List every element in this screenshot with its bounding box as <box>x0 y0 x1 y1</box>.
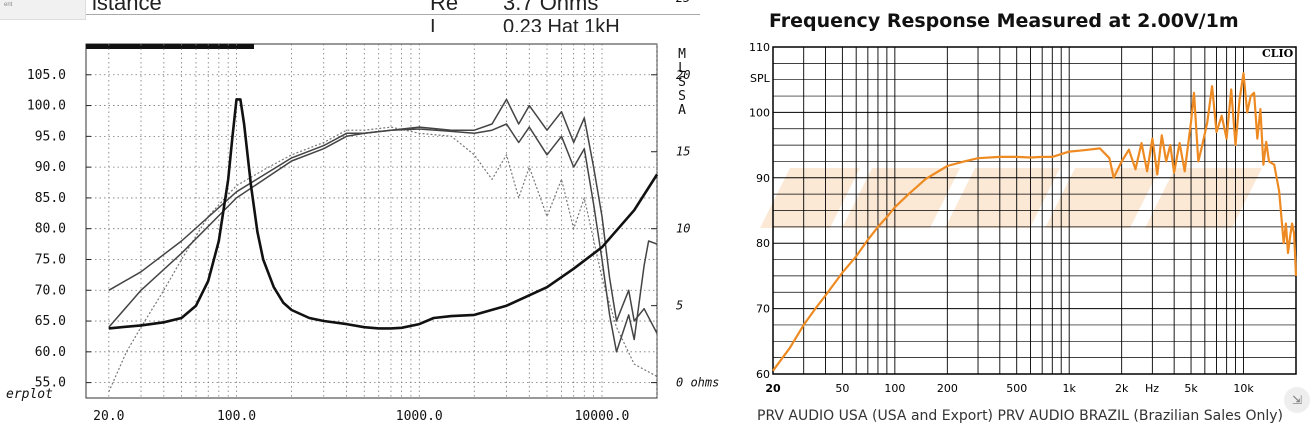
right-axis-label-letter: S <box>678 89 686 104</box>
right-tick-label: 15 <box>676 145 690 159</box>
right-tick-label: 20 <box>676 68 690 82</box>
right-tick-label: 25 <box>676 0 690 5</box>
series-line-dotted <box>108 126 658 393</box>
right-chart-y-ticks: 60 70 80 90 100 110 <box>749 41 770 381</box>
right-tick-label: 5 <box>676 299 683 313</box>
chart-title: Frequency Response Measured at 2.00V/1m <box>769 10 1239 32</box>
x-tick-label: 500 <box>1006 382 1027 395</box>
y-tick-label: 60 <box>756 368 770 381</box>
frequency-response-chart: 60 70 80 90 100 110 20 50 100 200 500 1k 2k 5k 10k SP… <box>749 41 1298 395</box>
y-tick-label: 70 <box>756 303 770 316</box>
y-tick-label: 100.0 <box>27 99 66 114</box>
left-chart-grid <box>86 44 658 398</box>
heading-right: 3.7 Ohms <box>503 0 599 15</box>
right-tick-label: 10 <box>676 222 690 236</box>
impedance-response-chart: 55.060.065.070.075.080.085.090.095.0100.… <box>6 0 719 424</box>
y-tick-label: 55.0 <box>35 376 66 391</box>
series-line-medium <box>108 123 658 353</box>
y-tick-label: 90 <box>756 172 770 185</box>
left-chart-footer: erplot <box>6 387 53 402</box>
x-tick-label: 5k <box>1184 382 1198 395</box>
browser-tab[interactable]: ent <box>0 0 86 20</box>
x-tick-label: 10k <box>1233 382 1254 395</box>
heading-left: istance <box>92 0 162 15</box>
y-tick-label: 80.0 <box>35 222 66 237</box>
y-tick-label: 95.0 <box>35 129 66 144</box>
heading-sub-mid: I <box>430 16 436 32</box>
y-tick-label: 100 <box>749 106 770 119</box>
right-chart-grid <box>773 46 1296 375</box>
heading-mid: Re <box>430 0 459 15</box>
right-axis-label-letter: M <box>678 47 686 62</box>
x-tick-label: 2k <box>1115 382 1129 395</box>
series-line-thick <box>108 98 659 330</box>
x-tick-label: 20.0 <box>93 409 124 424</box>
x-tick-label: 100 <box>884 382 905 395</box>
x-tick-label: 10000.0 <box>575 409 630 424</box>
heading-rule <box>86 14 700 15</box>
x-tick-label: 1k <box>1062 382 1076 395</box>
right-chart-series <box>772 72 1298 372</box>
y-tick-label: 65.0 <box>35 314 66 329</box>
x-tick-label: 1000.0 <box>396 409 443 424</box>
left-chart-y-ticks: 55.0 60.0 65.0 70.0 75.0 80.0 85.0 90.0 95.0 100.… <box>27 68 91 391</box>
right-axis-label-letter: A <box>678 103 686 118</box>
y-tick-label: 80 <box>756 237 770 250</box>
series-line-medium <box>108 98 658 334</box>
x-tick-label: 20 <box>765 382 781 395</box>
watermark-shape <box>1045 168 1160 228</box>
collapse-arrows-icon[interactable]: ⇲ <box>1284 387 1310 413</box>
heading-sub-right: 0.23 Hat 1kH <box>503 16 620 32</box>
clio-badge: CLIO <box>1262 47 1294 60</box>
page-footer: PRV AUDIO USA (USA and Export) PRV AUDIO… <box>757 408 1283 424</box>
watermark-shape <box>842 168 960 228</box>
x-tick-label: 50 <box>835 382 849 395</box>
right-axis-label-letter: S <box>678 75 686 90</box>
y-tick-label: 90.0 <box>35 160 66 175</box>
right-tick-label: 0 ohms <box>676 376 719 390</box>
y-tick-label: 110 <box>749 41 770 54</box>
hz-label: Hz <box>1145 382 1159 395</box>
frequency-response-line <box>772 72 1298 372</box>
watermark-shape <box>760 168 860 228</box>
watermark-shape <box>945 168 1060 228</box>
y-tick-label: 85.0 <box>35 191 66 206</box>
spl-label: SPL <box>750 72 771 85</box>
right-axis-label-letter: L <box>678 61 686 76</box>
left-chart-x-ticks: 20.0 100.0 1000.0 10000.0 <box>93 409 629 424</box>
y-tick-label: 60.0 <box>35 345 66 360</box>
right-chart-x-ticks: 20 50 100 200 500 1k 2k 5k 10k <box>765 382 1254 395</box>
y-tick-label: 70.0 <box>35 283 66 298</box>
x-tick-label: 100.0 <box>217 409 256 424</box>
left-chart-series <box>108 98 659 393</box>
y-tick-label: 75.0 <box>35 252 66 267</box>
y-tick-label: 105.0 <box>27 68 66 83</box>
x-tick-label: 200 <box>937 382 958 395</box>
